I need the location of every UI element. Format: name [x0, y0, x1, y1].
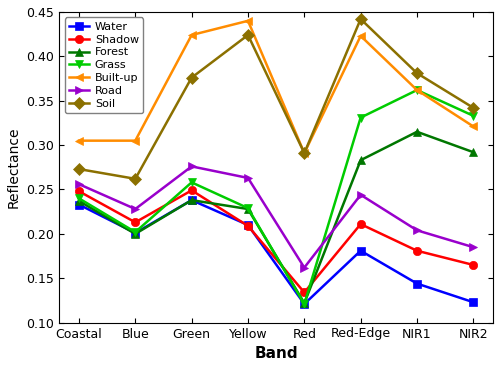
Water [414, 282, 420, 286]
Soil [245, 33, 251, 37]
Legend: Water, Shadow, Forest, Grass, Built-up, Road, Soil: Water, Shadow, Forest, Grass, Built-up, … [65, 18, 144, 113]
Line: Shadow: Shadow [75, 186, 477, 297]
Shadow [302, 290, 308, 295]
Y-axis label: Reflectance: Reflectance [7, 127, 21, 208]
Built-up [188, 33, 194, 37]
Forest [76, 199, 82, 203]
Shadow [188, 188, 194, 192]
Built-up [76, 138, 82, 143]
Built-up [470, 124, 476, 129]
Line: Forest: Forest [75, 128, 477, 307]
Road [414, 228, 420, 233]
Grass [245, 206, 251, 210]
Soil [358, 17, 364, 21]
Built-up [414, 88, 420, 92]
Grass [132, 230, 138, 234]
Built-up [132, 138, 138, 143]
Road [188, 164, 194, 169]
Line: Water: Water [75, 196, 477, 308]
Built-up [358, 34, 364, 38]
Soil [132, 177, 138, 181]
Forest [414, 130, 420, 134]
Built-up [302, 151, 308, 155]
Line: Soil: Soil [75, 15, 477, 183]
Water [358, 248, 364, 253]
Grass [358, 116, 364, 120]
Soil [302, 151, 308, 155]
Road [132, 207, 138, 211]
Soil [470, 106, 476, 110]
Grass [188, 180, 194, 185]
Water [132, 231, 138, 235]
Forest [358, 158, 364, 162]
Soil [188, 75, 194, 80]
Road [76, 182, 82, 186]
Grass [302, 302, 308, 306]
Forest [302, 301, 308, 305]
Forest [132, 232, 138, 236]
Shadow [245, 224, 251, 228]
Grass [76, 196, 82, 201]
Soil [76, 167, 82, 171]
Water [470, 300, 476, 304]
Water [76, 202, 82, 207]
Shadow [132, 220, 138, 224]
Forest [188, 198, 194, 202]
Water [302, 302, 308, 306]
Shadow [414, 248, 420, 253]
Grass [414, 88, 420, 92]
Shadow [358, 222, 364, 226]
Soil [414, 71, 420, 75]
Built-up [245, 19, 251, 23]
Road [302, 265, 308, 270]
X-axis label: Band: Band [254, 346, 298, 361]
Road [470, 245, 476, 250]
Line: Road: Road [75, 162, 477, 272]
Grass [470, 114, 476, 118]
Shadow [470, 263, 476, 267]
Forest [470, 150, 476, 155]
Forest [245, 207, 251, 211]
Water [188, 198, 194, 202]
Line: Grass: Grass [75, 86, 477, 308]
Water [245, 223, 251, 227]
Road [245, 176, 251, 180]
Road [358, 192, 364, 197]
Shadow [76, 189, 82, 194]
Line: Built-up: Built-up [75, 17, 477, 157]
